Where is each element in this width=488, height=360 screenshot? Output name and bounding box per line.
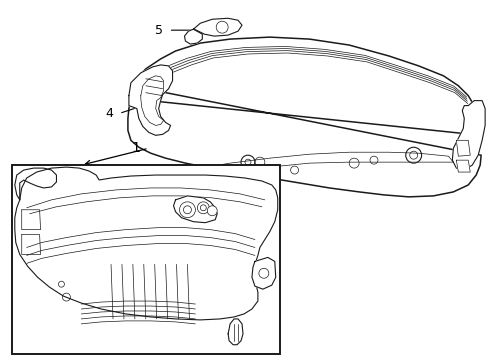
Polygon shape	[21, 210, 41, 230]
Polygon shape	[455, 140, 469, 156]
Polygon shape	[193, 18, 242, 36]
Bar	[12, 165, 279, 354]
Text: 5: 5	[154, 24, 163, 37]
Text: 3: 3	[271, 340, 279, 353]
Circle shape	[207, 206, 217, 216]
Text: 1: 1	[132, 141, 141, 155]
Circle shape	[179, 202, 195, 218]
Circle shape	[197, 202, 209, 214]
Text: 4: 4	[105, 107, 113, 120]
Polygon shape	[455, 160, 469, 172]
Polygon shape	[21, 235, 41, 255]
Polygon shape	[15, 168, 56, 200]
Polygon shape	[451, 100, 484, 170]
Polygon shape	[128, 37, 480, 197]
Polygon shape	[15, 167, 277, 320]
Polygon shape	[228, 319, 243, 345]
Polygon shape	[190, 152, 452, 177]
Polygon shape	[129, 65, 172, 135]
Text: 2: 2	[249, 200, 257, 213]
Polygon shape	[251, 257, 275, 289]
Polygon shape	[184, 29, 202, 44]
Polygon shape	[173, 196, 217, 223]
